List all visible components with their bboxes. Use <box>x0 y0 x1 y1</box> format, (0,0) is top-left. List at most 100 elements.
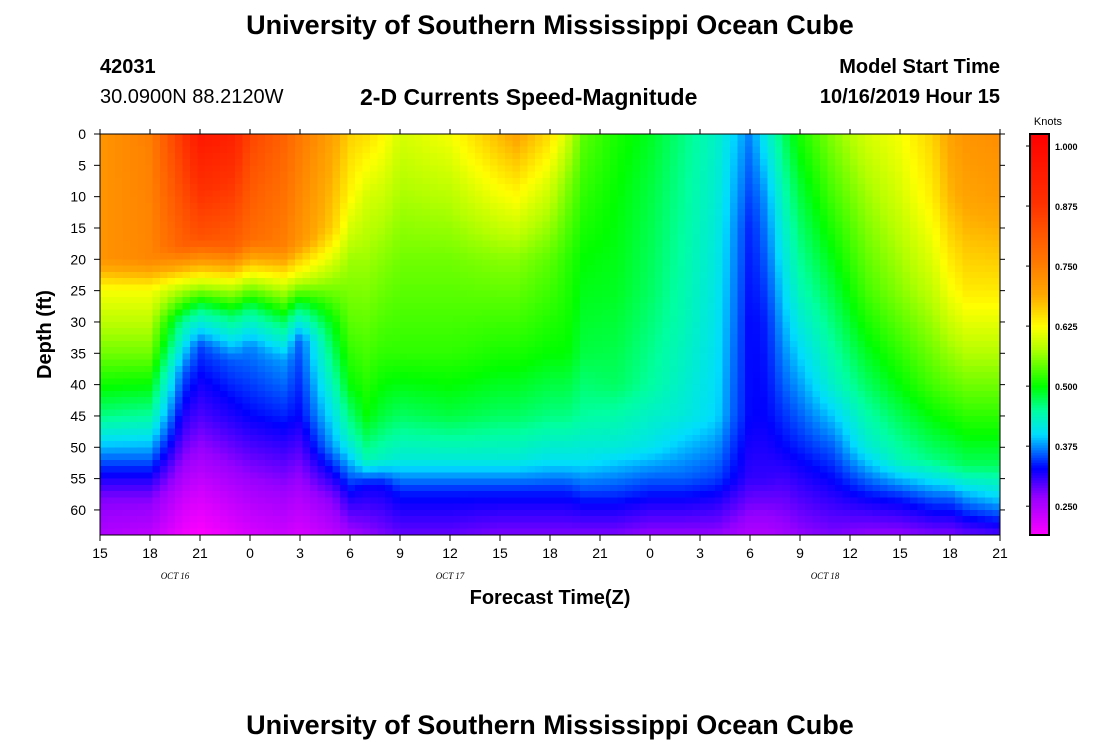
x-tick-label: 21 <box>592 545 608 561</box>
colorbar-swatch <box>1030 219 1049 223</box>
colorbar-swatch <box>1030 447 1049 451</box>
colorbar-swatch <box>1030 517 1049 521</box>
colorbar-swatch <box>1030 331 1049 336</box>
colorbar-swatch <box>1030 459 1049 463</box>
colorbar-swatch <box>1030 419 1049 423</box>
colorbar-swatch <box>1030 136 1049 140</box>
colorbar-swatch <box>1030 286 1049 290</box>
y-tick-label: 10 <box>70 189 86 205</box>
colorbar-swatch <box>1030 306 1049 311</box>
x-axis-label: Forecast Time(Z) <box>470 587 631 609</box>
colorbar-swatch <box>1030 389 1049 393</box>
y-axis-label: Depth (ft) <box>34 290 56 379</box>
colorbar-swatch <box>1030 489 1049 493</box>
x-tick-label: 6 <box>746 545 754 561</box>
y-tick-label: 35 <box>70 345 86 361</box>
colorbar-swatch <box>1030 271 1049 275</box>
colorbar-swatch <box>1030 226 1049 230</box>
colorbar-swatch <box>1030 214 1049 218</box>
colorbar-tick-label: 0.375 <box>1055 442 1078 452</box>
colorbar-swatch <box>1030 304 1049 308</box>
y-tick-label: 45 <box>70 408 86 424</box>
colorbar-swatch <box>1030 479 1049 483</box>
colorbar-swatch <box>1030 291 1049 295</box>
x-tick-label: 9 <box>796 545 804 561</box>
colorbar-swatch <box>1030 502 1049 506</box>
colorbar-swatch <box>1030 261 1049 265</box>
colorbar-swatch <box>1030 512 1049 516</box>
colorbar-swatch <box>1030 134 1049 138</box>
heatmap-image <box>100 134 1000 535</box>
colorbar-swatch <box>1030 437 1049 441</box>
colorbar-swatch <box>1030 384 1049 388</box>
colorbar-swatch <box>1030 467 1049 471</box>
y-tick-label: 60 <box>70 502 86 518</box>
colorbar-swatch <box>1030 497 1049 501</box>
station-location: 30.0900N 88.2120W <box>100 86 284 108</box>
colorbar-swatch <box>1030 279 1049 283</box>
colorbar-swatch <box>1030 246 1049 250</box>
x-tick-label: 15 <box>92 545 108 561</box>
date-label: OCT 16 <box>161 571 190 581</box>
colorbar-swatch <box>1030 469 1049 473</box>
colorbar-swatch <box>1030 529 1049 534</box>
colorbar-swatch <box>1030 294 1049 298</box>
colorbar-swatch <box>1030 141 1049 145</box>
colorbar-swatch <box>1030 412 1049 416</box>
colorbar-swatch <box>1030 397 1049 401</box>
colorbar-swatch <box>1030 281 1049 285</box>
colorbar-swatch <box>1030 161 1049 165</box>
colorbar-swatch <box>1030 362 1049 366</box>
x-tick-label: 15 <box>892 545 908 561</box>
colorbar-swatch <box>1030 439 1049 443</box>
colorbar-swatch <box>1030 417 1049 421</box>
colorbar-swatch <box>1030 377 1049 381</box>
colorbar-swatch <box>1030 524 1049 529</box>
colorbar-swatch <box>1030 206 1049 210</box>
colorbar-swatch <box>1030 369 1049 373</box>
date-label: OCT 18 <box>811 571 840 581</box>
x-tick-label: 21 <box>192 545 208 561</box>
colorbar-swatch <box>1030 329 1049 333</box>
colorbar-swatch <box>1030 216 1049 220</box>
colorbar-swatch <box>1030 231 1049 235</box>
colorbar-swatch <box>1030 284 1049 288</box>
colorbar-frame <box>1029 133 1050 536</box>
page-title-top: University of Southern Mississippi Ocean… <box>246 10 854 40</box>
colorbar-swatch <box>1030 399 1049 403</box>
colorbar-swatch <box>1030 487 1049 491</box>
y-tick-label: 50 <box>70 439 86 455</box>
colorbar-swatch <box>1030 442 1049 446</box>
colorbar-swatch <box>1030 251 1049 255</box>
x-tick-label: 18 <box>942 545 958 561</box>
colorbar-swatch <box>1030 191 1049 195</box>
x-tick-label: 9 <box>396 545 404 561</box>
colorbar-swatch <box>1030 301 1049 306</box>
colorbar-swatch <box>1030 352 1049 356</box>
colorbar-swatch <box>1030 424 1049 428</box>
colorbar-tick-label: 0.875 <box>1055 202 1078 212</box>
colorbar-swatch <box>1030 276 1049 280</box>
colorbar-swatch <box>1030 449 1049 453</box>
colorbar-swatch <box>1030 527 1049 531</box>
colorbar-swatch <box>1030 519 1049 524</box>
x-tick-label: 3 <box>696 545 704 561</box>
colorbar-swatch <box>1030 196 1049 200</box>
colorbar-swatch <box>1030 347 1049 351</box>
colorbar-swatch <box>1030 427 1049 431</box>
colorbar-swatch <box>1030 174 1049 178</box>
colorbar-swatch <box>1030 194 1049 198</box>
colorbar-tick-label: 0.250 <box>1055 502 1078 512</box>
x-tick-label: 12 <box>442 545 458 561</box>
colorbar-swatch <box>1030 179 1049 183</box>
colorbar-tick-label: 0.750 <box>1055 262 1078 272</box>
colorbar-swatch <box>1030 339 1049 343</box>
page-title-bottom: University of Southern Mississippi Ocean… <box>246 710 854 740</box>
colorbar-swatch <box>1030 379 1049 383</box>
colorbar-swatch <box>1030 507 1049 511</box>
colorbar-swatch <box>1030 169 1049 173</box>
colorbar-swatch <box>1030 342 1049 346</box>
colorbar-swatch <box>1030 354 1049 358</box>
